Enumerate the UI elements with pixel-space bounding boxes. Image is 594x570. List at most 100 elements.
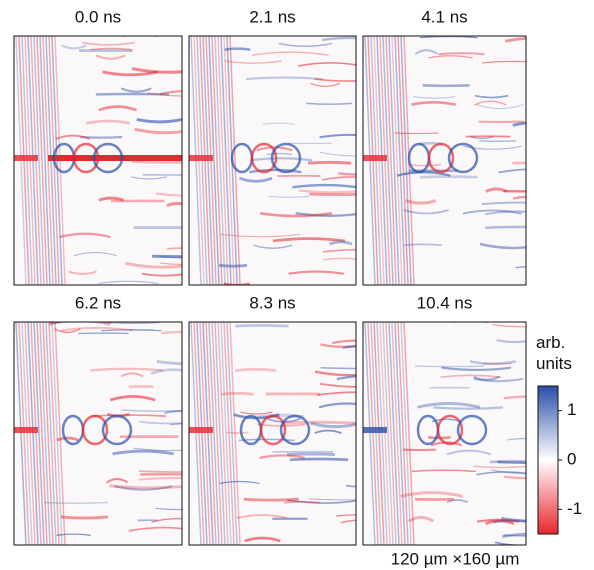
texture: [278, 42, 333, 48]
texture: [224, 60, 282, 64]
texture: [90, 47, 132, 51]
texture: [494, 541, 526, 545]
texture: [367, 322, 379, 545]
scale-caption: 120 µm ×160 µm: [391, 549, 520, 568]
texture: [208, 322, 220, 545]
texture: [196, 322, 208, 545]
texture: [405, 199, 437, 205]
texture: [72, 142, 100, 174]
panel-bg: [14, 322, 182, 545]
texture: [224, 47, 251, 51]
texture: [427, 142, 455, 174]
texture: [373, 322, 385, 545]
texture: [164, 410, 182, 415]
texture: [249, 157, 313, 162]
texture: [413, 96, 456, 99]
texture: [59, 232, 111, 239]
colorbar-tick-label: 0: [567, 449, 576, 468]
texture: [288, 270, 345, 275]
texture: [270, 142, 302, 174]
texture: [485, 210, 526, 216]
texture: [507, 437, 526, 441]
texture: [411, 469, 476, 473]
texture: [49, 322, 110, 326]
texture: [98, 105, 138, 112]
texture: [363, 155, 387, 161]
texture: [479, 140, 517, 143]
texture: [189, 427, 213, 433]
texture: [128, 526, 182, 532]
texture: [234, 367, 277, 373]
texture: [485, 187, 508, 193]
texture: [284, 500, 321, 504]
texture: [428, 55, 473, 59]
texture: [150, 368, 182, 375]
texture: [44, 501, 109, 504]
texture: [81, 414, 109, 446]
texture: [214, 322, 226, 545]
texture: [310, 82, 340, 87]
texture: [407, 515, 435, 523]
texture: [101, 414, 133, 446]
texture: [476, 471, 526, 476]
texture: [497, 460, 526, 465]
texture: [229, 322, 241, 545]
panel-frame: [362, 321, 527, 546]
texture: [400, 491, 464, 498]
panel-title: 0.0 ns: [75, 7, 121, 26]
texture: [139, 420, 182, 425]
texture: [336, 375, 356, 381]
texture: [60, 44, 87, 50]
texture: [14, 155, 38, 161]
texture: [400, 322, 412, 545]
texture: [438, 52, 485, 56]
texture: [382, 36, 394, 285]
texture: [54, 322, 66, 545]
panel-title: 4.1 ns: [421, 7, 467, 26]
panel-bg: [189, 322, 356, 545]
panel-bg: [363, 322, 526, 545]
texture: [388, 322, 400, 545]
texture: [321, 176, 356, 181]
texture: [272, 237, 346, 243]
texture: [223, 322, 235, 545]
texture: [15, 322, 27, 545]
texture: [51, 322, 63, 545]
texture: [503, 475, 526, 480]
texture: [138, 470, 182, 473]
texture: [134, 127, 182, 135]
texture: [190, 322, 202, 545]
texture: [136, 117, 182, 124]
texture: [473, 375, 500, 381]
texture: [268, 195, 310, 198]
texture: [376, 322, 388, 545]
texture: [42, 322, 54, 545]
texture: [320, 343, 356, 348]
texture: [147, 92, 182, 97]
texture: [24, 322, 36, 545]
texture: [489, 459, 526, 464]
texture: [474, 100, 507, 106]
texture: [310, 421, 356, 429]
texture: [48, 322, 60, 545]
texture: [403, 322, 415, 545]
panel-image: [14, 322, 182, 545]
panel-frame: [13, 321, 183, 546]
texture: [208, 36, 220, 285]
texture: [223, 36, 235, 285]
texture: [125, 261, 182, 269]
texture: [281, 420, 356, 425]
texture: [128, 384, 154, 389]
texture: [155, 192, 182, 197]
texture: [342, 345, 356, 349]
texture: [250, 142, 278, 174]
texture: [211, 36, 223, 285]
texture: [170, 423, 182, 426]
colorbar-tick-label: 1: [567, 400, 576, 419]
texture: [298, 189, 356, 194]
texture: [259, 454, 306, 459]
texture: [314, 429, 342, 434]
texture: [14, 427, 38, 433]
texture: [336, 514, 356, 517]
texture: [340, 519, 356, 524]
